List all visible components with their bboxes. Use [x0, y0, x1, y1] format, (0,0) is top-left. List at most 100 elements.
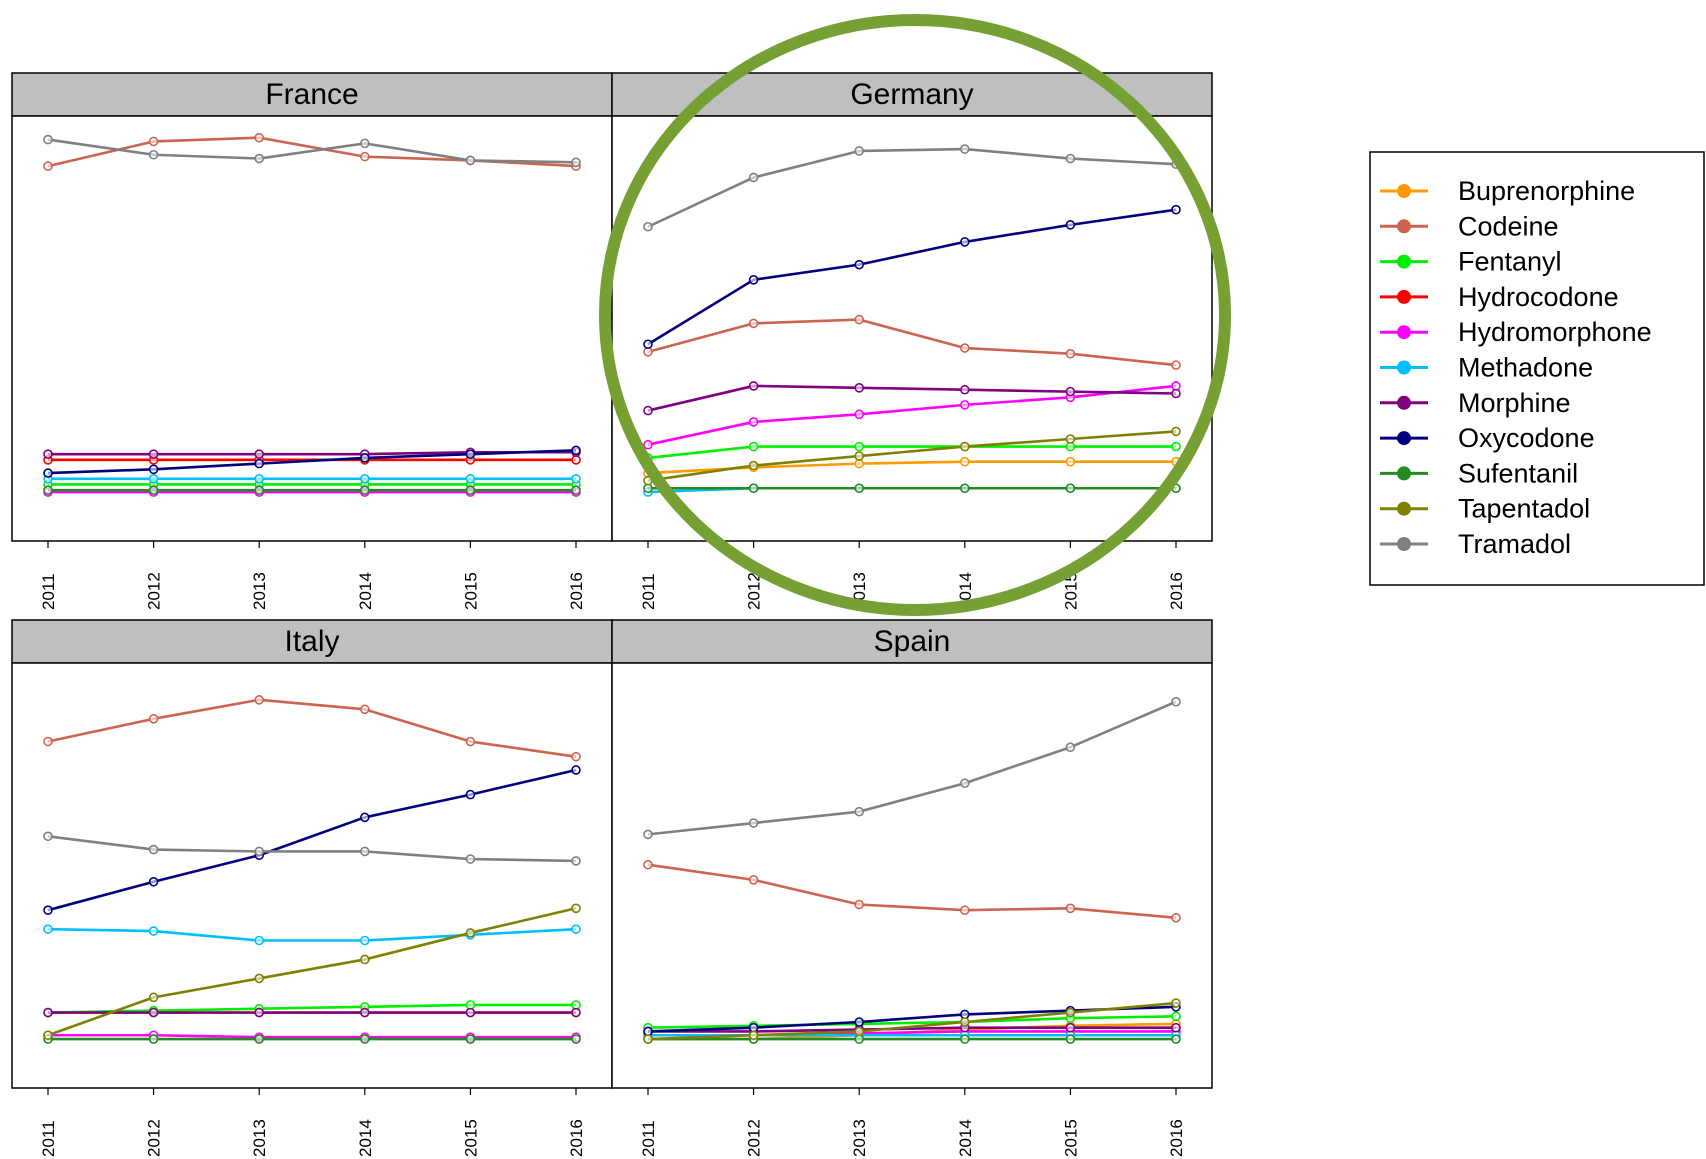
series-line	[647, 1015, 1177, 1029]
x-tick-label: 2012	[745, 572, 764, 610]
series-line	[47, 449, 577, 475]
legend-marker	[1397, 184, 1411, 198]
data-point	[959, 400, 970, 410]
data-point	[43, 1030, 53, 1041]
data-point	[1171, 912, 1181, 923]
data-point	[359, 485, 370, 495]
data-point	[959, 1017, 970, 1027]
legend-item-tramadol: Tramadol	[1380, 529, 1571, 559]
legend: Buprenorphine Codeine Fentanyl Hydrocodone H…	[1369, 151, 1705, 586]
data-point	[43, 924, 53, 934]
data-point	[254, 695, 265, 705]
data-point	[571, 445, 581, 456]
data-point	[148, 1034, 159, 1044]
data-point	[959, 456, 970, 467]
legend-label: Hydromorphone	[1458, 317, 1652, 347]
data-point	[148, 992, 159, 1003]
data-point	[465, 473, 476, 484]
data-point	[643, 439, 653, 450]
data-point	[359, 954, 370, 965]
panel-frame	[11, 115, 613, 542]
data-point	[1171, 204, 1181, 215]
legend-item-oxycodone: Oxycodone	[1380, 423, 1595, 453]
x-tick-label: 2011	[39, 573, 58, 610]
series-line	[647, 1001, 1177, 1041]
series-codeine	[43, 695, 581, 762]
series-line	[647, 384, 1177, 412]
data-point	[959, 778, 970, 789]
series-tapentadol	[43, 903, 581, 1041]
x-tick-label: 2013	[250, 572, 269, 610]
legend-marker	[1397, 431, 1411, 446]
data-point	[465, 449, 476, 459]
data-point	[643, 405, 653, 416]
legend-label: Morphine	[1458, 388, 1571, 418]
data-point	[465, 1007, 476, 1018]
series-codeine	[643, 859, 1181, 923]
x-tick-label: 2013	[850, 1119, 869, 1157]
series-line	[647, 384, 1177, 446]
highlight-circle	[599, 14, 1231, 616]
panel-strip	[11, 72, 613, 117]
panel-italy: Italy 2011 2012 2013 2014 2015 2016	[11, 619, 613, 1157]
data-point	[1065, 1034, 1076, 1044]
data-point	[643, 221, 653, 232]
series-sufentanil	[43, 485, 581, 495]
series-line	[647, 700, 1177, 836]
data-point	[854, 1017, 865, 1027]
data-point	[465, 789, 476, 800]
series-methadone	[43, 924, 581, 946]
legend-label: Oxycodone	[1458, 423, 1595, 453]
legend-item-tapentadol: Tapentadol	[1380, 494, 1590, 524]
panel-strip	[611, 619, 1213, 664]
series-morphine	[643, 381, 1181, 416]
data-point	[148, 485, 159, 495]
series-hydromorphone	[643, 381, 1181, 450]
series-line	[647, 147, 1177, 228]
legend-marker	[1397, 254, 1411, 269]
data-point	[1171, 441, 1181, 452]
data-point	[854, 409, 865, 420]
data-point	[1065, 1022, 1076, 1033]
series-tramadol	[643, 144, 1181, 232]
legend-item-hydrocodone: Hydrocodone	[1380, 282, 1619, 312]
legend-marker	[1397, 501, 1411, 516]
data-point	[148, 449, 159, 459]
data-point	[148, 464, 159, 475]
data-point	[959, 144, 970, 154]
series-line	[47, 138, 577, 164]
x-tick-label: 2012	[145, 1119, 164, 1157]
data-point	[1171, 1022, 1181, 1033]
data-point	[854, 451, 865, 461]
legend-label: Sufentanil	[1458, 458, 1578, 488]
legend-marker	[1397, 395, 1411, 410]
data-point	[359, 453, 370, 463]
data-point	[359, 1034, 370, 1044]
data-point	[359, 138, 370, 149]
series-line	[47, 698, 577, 758]
data-point	[465, 928, 476, 938]
data-point	[1171, 998, 1181, 1008]
legend-marker	[1397, 289, 1411, 304]
data-point	[854, 259, 865, 270]
x-tick-label: 2016	[1167, 1119, 1186, 1157]
series-codeine	[643, 314, 1181, 370]
data-point	[43, 134, 53, 145]
x-tick-label: 2015	[461, 1119, 480, 1157]
legend-marker	[1397, 537, 1411, 551]
data-point	[571, 157, 581, 168]
legend-item-hydromorphone: Hydromorphone	[1380, 317, 1652, 347]
x-tick-label: 2013	[250, 1119, 269, 1157]
data-point	[43, 905, 53, 915]
data-point	[959, 1034, 970, 1044]
data-point	[571, 473, 581, 484]
legend-item-sufentanil: Sufentanil	[1380, 458, 1578, 488]
data-point	[465, 1034, 476, 1044]
data-point	[254, 1007, 265, 1018]
data-point	[571, 924, 581, 934]
panel-title: Italy	[284, 625, 339, 658]
data-point	[571, 856, 581, 866]
panel-strip	[11, 619, 613, 664]
legend-item-methadone: Methadone	[1380, 353, 1593, 383]
x-tick-label: 2015	[1061, 1119, 1080, 1157]
